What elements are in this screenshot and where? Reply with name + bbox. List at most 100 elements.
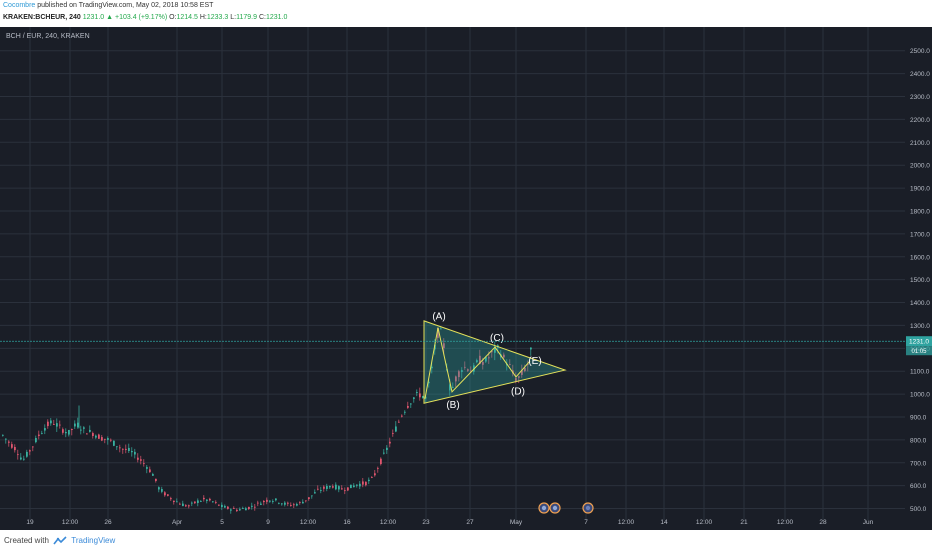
open-label: O: — [169, 14, 177, 21]
candle-body — [362, 481, 364, 485]
candle-body — [95, 435, 97, 438]
candle-body — [242, 508, 244, 509]
candle-body — [17, 454, 19, 456]
candle-body — [8, 441, 10, 443]
candle-body — [347, 487, 349, 491]
candle-body — [398, 421, 400, 423]
x-tick-label: 27 — [466, 519, 474, 526]
candle-body — [197, 500, 199, 503]
candle-body — [371, 477, 373, 478]
y-tick-label: 1300.0 — [910, 323, 930, 330]
candle-body — [320, 490, 322, 492]
candle-body — [509, 364, 511, 365]
x-tick-label: 26 — [104, 519, 112, 526]
candle-body — [179, 503, 181, 505]
candle-body — [146, 467, 148, 469]
candle-body — [458, 371, 460, 378]
candle-body — [38, 434, 40, 436]
candle-body — [269, 500, 271, 502]
wave-label: (D) — [511, 386, 525, 397]
x-tick-label: 16 — [343, 519, 351, 526]
symbol-name: KRAKEN:BCHEUR, 240 — [3, 14, 81, 21]
candle-body — [479, 355, 481, 364]
y-tick-label: 1700.0 — [910, 231, 930, 238]
candle-body — [488, 357, 490, 359]
x-tick-label: 14 — [660, 519, 668, 526]
created-with-label: Created with — [4, 536, 49, 546]
candle-body — [194, 501, 196, 504]
candle-body — [155, 478, 157, 482]
y-tick-label: 900.0 — [910, 414, 927, 421]
candle-body — [176, 501, 178, 503]
candle-body — [530, 347, 532, 350]
y-tick-label: 700.0 — [910, 460, 927, 467]
candle-body — [65, 432, 67, 434]
symbol-legend: KRAKEN:BCHEUR, 240 1231.0 ▲ +103.4 (+9.1… — [3, 14, 287, 21]
event-marker-dot — [541, 505, 547, 511]
candle-body — [266, 499, 268, 502]
candle-body — [383, 452, 385, 454]
low-label: L: — [230, 14, 237, 21]
candle-body — [449, 384, 451, 391]
price-chart[interactable]: 500.0600.0700.0800.0900.01000.01100.0120… — [0, 27, 932, 530]
candle-body — [377, 467, 379, 469]
candle-body — [524, 367, 526, 372]
candle-body — [152, 474, 154, 476]
chart-background — [0, 27, 932, 530]
x-tick-label: 12:00 — [618, 519, 635, 526]
candle-body — [254, 506, 256, 508]
wave-label: (B) — [446, 400, 459, 411]
candle-body — [212, 501, 214, 503]
candle-body — [353, 485, 355, 488]
candle-body — [29, 450, 31, 452]
candle-body — [455, 376, 457, 382]
candle-body — [443, 343, 445, 349]
candle-body — [275, 498, 277, 501]
candle-body — [422, 396, 424, 398]
candle-body — [230, 509, 232, 511]
candle-body — [518, 376, 520, 378]
candle-body — [182, 503, 184, 507]
candle-body — [86, 433, 88, 435]
close-value: 1231.0 — [265, 14, 288, 21]
candle-body — [389, 441, 391, 444]
candle-body — [56, 423, 58, 427]
y-tick-label: 500.0 — [910, 506, 927, 513]
candle-body — [293, 504, 295, 506]
tradingview-brand[interactable]: TradingView — [71, 536, 116, 546]
candle-body — [200, 501, 202, 502]
candle-body — [128, 447, 130, 452]
candle-body — [215, 502, 217, 503]
candle-body — [482, 362, 484, 365]
candle-body — [323, 486, 325, 489]
candle-body — [260, 503, 262, 505]
candle-body — [335, 484, 337, 490]
x-tick-label: 9 — [266, 519, 270, 526]
candle-body — [380, 458, 382, 465]
candle-body — [350, 484, 352, 489]
high-label: H: — [199, 14, 207, 21]
candle-body — [317, 488, 319, 490]
candle-body — [185, 505, 187, 507]
candle-body — [101, 437, 103, 441]
y-tick-label: 2000.0 — [910, 163, 930, 170]
candle-body — [74, 423, 76, 427]
wave-line — [424, 327, 531, 399]
candle-body — [218, 504, 220, 506]
candle-body — [245, 508, 247, 511]
candle-body — [134, 451, 136, 455]
y-tick-label: 800.0 — [910, 437, 927, 444]
candle-body — [122, 448, 124, 450]
y-tick-label: 2300.0 — [910, 94, 930, 101]
candle-body — [71, 428, 73, 430]
event-marker-dot — [585, 505, 591, 511]
candle-body — [287, 502, 289, 504]
candle-body — [437, 328, 439, 338]
candle-body — [53, 424, 55, 425]
candle-body — [428, 381, 430, 384]
chart-area[interactable]: 500.0600.0700.0800.0900.01000.01100.0120… — [0, 27, 932, 530]
candle-body — [251, 505, 253, 507]
candle-body — [359, 483, 361, 487]
x-tick-label: 23 — [422, 519, 430, 526]
author-link[interactable]: Cocombre — [3, 2, 36, 9]
